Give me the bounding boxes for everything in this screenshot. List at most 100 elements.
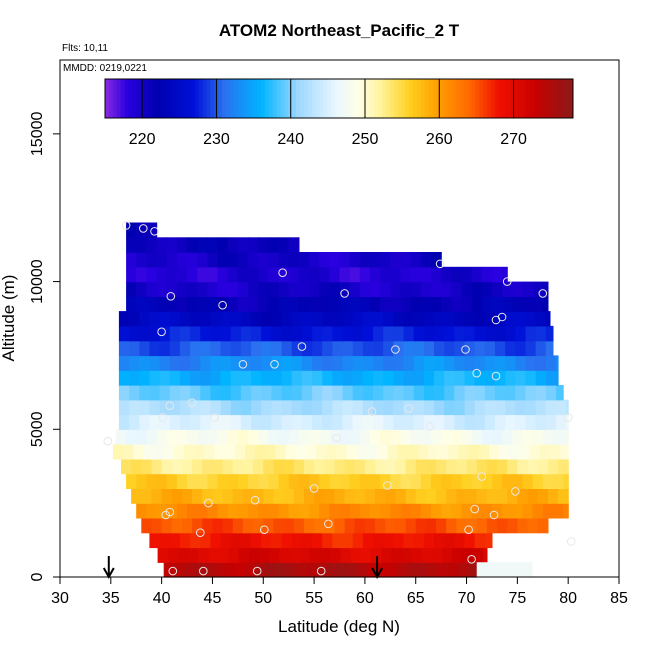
heatmap-cell (454, 532, 466, 549)
heatmap-cell (188, 547, 199, 563)
heatmap-cell (322, 355, 333, 371)
heatmap-cell (471, 266, 483, 283)
heatmap-cell (393, 370, 405, 386)
heatmap-cell (519, 444, 531, 460)
heatmap-cell (227, 473, 239, 489)
heatmap-cell (461, 473, 473, 489)
heatmap-cell (336, 562, 348, 578)
colorbar-segment (370, 79, 375, 118)
heatmap-cell (169, 385, 181, 401)
heatmap-cell (171, 488, 183, 504)
heatmap-cell (535, 311, 547, 327)
heatmap-cell (319, 266, 330, 283)
heatmap-cell (499, 444, 510, 460)
colorbar-segment (296, 79, 301, 118)
heatmap-cell (200, 340, 212, 357)
heatmap-cell (403, 532, 415, 549)
heatmap-cell (512, 429, 524, 445)
heatmap-cell (268, 281, 280, 297)
heatmap-cells (112, 222, 569, 578)
heatmap-cell (149, 385, 161, 401)
colorbar-tick-label: 270 (500, 131, 527, 148)
heatmap-cell (179, 370, 191, 386)
colorbar-segment (479, 79, 484, 118)
colorbar-segment (385, 79, 391, 118)
heatmap-cell (329, 473, 341, 489)
heatmap-cell (230, 325, 242, 342)
heatmap-cell (444, 340, 455, 357)
heatmap-cell (136, 266, 147, 283)
heatmap-cell (248, 296, 259, 312)
heatmap-cell (271, 399, 283, 416)
heatmap-cell (261, 399, 272, 416)
observation-point (168, 566, 178, 576)
heatmap-cell (552, 429, 564, 445)
heatmap-cell (129, 385, 140, 401)
colorbar-segment (452, 79, 457, 118)
heatmap-cell (301, 311, 313, 327)
heatmap-cell (352, 414, 364, 430)
heatmap-cell (425, 488, 437, 504)
heatmap-cell (187, 237, 198, 253)
heatmap-cell (547, 488, 559, 504)
heatmap-cell (309, 281, 320, 297)
heatmap-cell (163, 444, 175, 460)
heatmap-cell (261, 311, 272, 327)
heatmap-cell (505, 311, 516, 327)
heatmap-cell (298, 503, 310, 519)
heatmap-cell (176, 503, 188, 519)
heatmap-cell (425, 458, 437, 475)
heatmap-cell (118, 370, 130, 386)
heatmap-cell (171, 517, 183, 534)
colorbar-segment (206, 79, 211, 118)
heatmap-cell (214, 562, 226, 578)
heatmap-cell (217, 429, 229, 445)
colorbar-segment (167, 79, 172, 118)
heatmap-cell (293, 517, 305, 534)
heatmap-cell (156, 296, 168, 312)
heatmap-cell (129, 325, 140, 342)
heatmap-cell (349, 296, 361, 312)
heatmap-cell (316, 444, 327, 460)
heatmap-cell (200, 399, 212, 416)
heatmap-cell (298, 296, 310, 312)
heatmap-cell (136, 429, 147, 445)
heatmap-cell (156, 252, 168, 268)
heatmap-cell (200, 370, 212, 386)
heatmap-cell (298, 281, 310, 297)
heatmap-cell (474, 325, 486, 342)
heatmap-cell (269, 547, 281, 563)
heatmap-cell (202, 488, 214, 504)
heatmap-cell (380, 266, 391, 283)
heatmap-cell (431, 281, 442, 297)
heatmap-cell (179, 340, 191, 357)
heatmap-cell (545, 311, 551, 327)
heatmap-cell (322, 340, 333, 357)
observation-point (566, 537, 576, 546)
heatmap-cell (403, 414, 415, 430)
heatmap-cell (309, 266, 320, 283)
heatmap-cell (383, 399, 394, 416)
heatmap-cell (505, 385, 516, 401)
heatmap-cell (139, 340, 151, 357)
heatmap-cell (474, 414, 486, 430)
observation-point (425, 422, 435, 431)
heatmap-cell (275, 562, 287, 578)
heatmap-cell (301, 325, 313, 342)
chart-title: ATOM2 Northeast_Pacific_2 T (219, 21, 460, 40)
colorbar-segment (428, 79, 434, 118)
heatmap-cell (261, 340, 272, 357)
heatmap-cell (434, 355, 445, 371)
heatmap-cell (385, 488, 396, 504)
heatmap-cell (149, 311, 161, 327)
heatmap-cell (187, 503, 198, 519)
heatmap-cell (306, 562, 317, 578)
heatmap-cell (502, 429, 513, 445)
heatmap-cell (237, 296, 249, 312)
heatmap-cell (139, 399, 151, 416)
heatmap-cell (472, 547, 484, 563)
heatmap-cell (451, 296, 463, 312)
heatmap-cell (146, 222, 158, 238)
observation-point (340, 289, 349, 298)
heatmap-cell (505, 340, 516, 357)
